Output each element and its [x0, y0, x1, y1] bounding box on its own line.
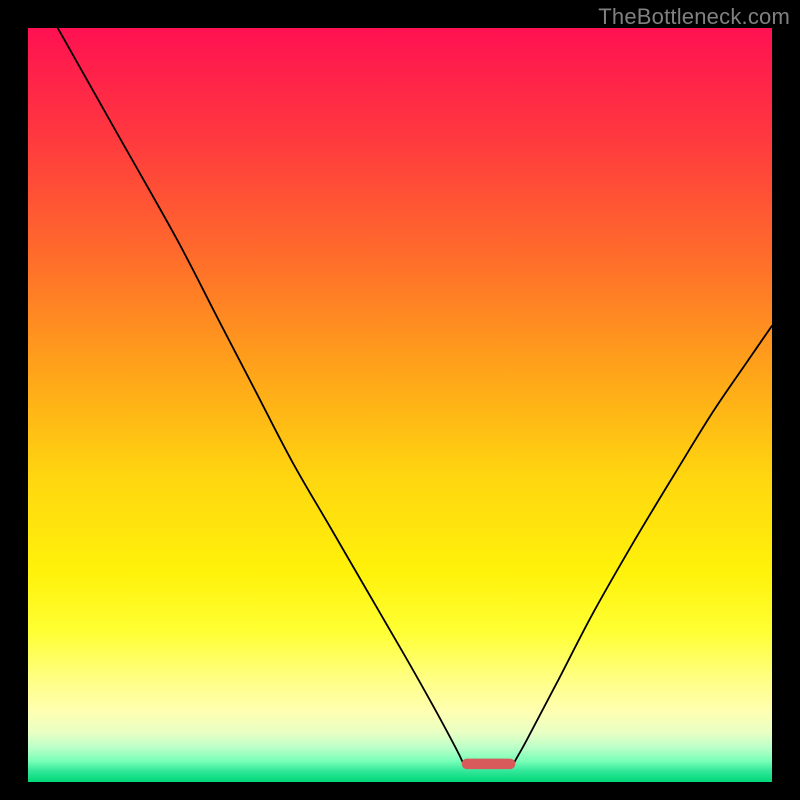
- chart-inner: [28, 28, 772, 782]
- chart-container: TheBottleneck.com: [0, 0, 800, 800]
- gradient-background: [28, 28, 772, 782]
- watermark-text: TheBottleneck.com: [598, 4, 790, 30]
- chart-frame: [28, 28, 772, 782]
- chart-svg: [28, 28, 772, 782]
